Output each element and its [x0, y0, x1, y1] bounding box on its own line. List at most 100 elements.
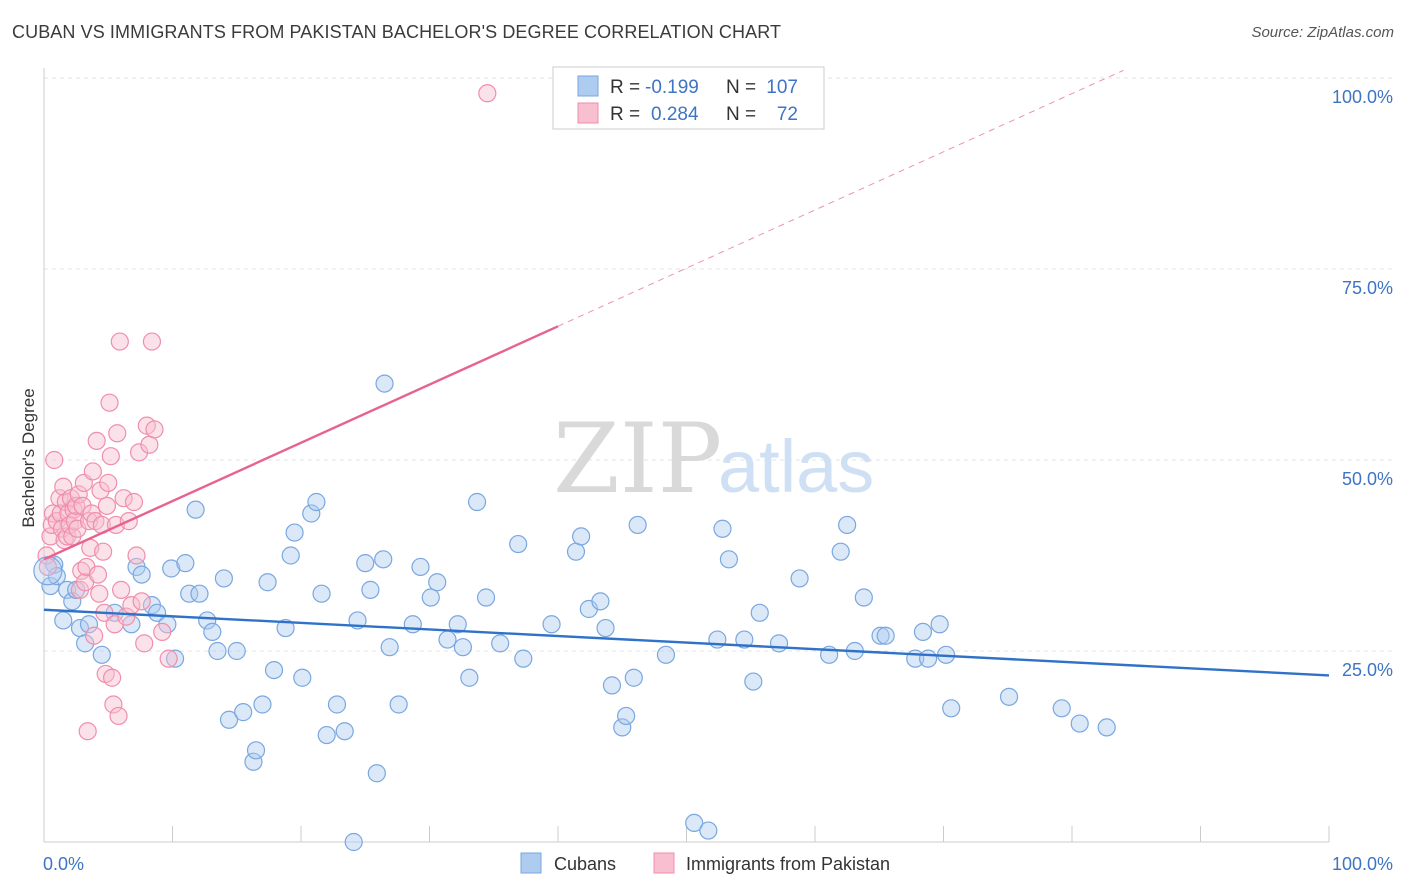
cubans-point-44 [327, 695, 347, 714]
legend-r-label-1: R = [610, 104, 640, 125]
cubans-point-18 [162, 559, 181, 578]
cubans-point-59 [448, 615, 467, 634]
cubans-point-37 [281, 546, 300, 565]
cubans-point-99 [930, 615, 949, 634]
pakistan-point-64 [135, 634, 154, 653]
cubans-point-25 [203, 622, 222, 642]
cubans-point-106 [375, 374, 394, 393]
pakistan-point-53 [109, 706, 128, 726]
legend-box: R = -0.199 N = 107 R = 0.284 N = 72 [552, 66, 825, 130]
cubans-point-30 [234, 703, 253, 722]
legend-swatch-pakistan [577, 102, 599, 124]
pakistan-trend-extension [557, 69, 1124, 327]
cubans-point-49 [361, 580, 380, 599]
chart-title: CUBAN VS IMMIGRANTS FROM PAKISTAN BACHEL… [12, 22, 782, 42]
pakistan-point-60 [124, 492, 144, 512]
pakistan-point-56 [114, 489, 133, 508]
x-tick-max: 100.0% [1332, 854, 1393, 874]
cubans-point-20 [176, 554, 195, 573]
cubans-trend-line [43, 608, 1330, 677]
pakistan-point-22 [69, 485, 88, 504]
cubans-point-60 [453, 638, 473, 657]
pakistan-point-33 [83, 462, 102, 481]
cubans-point-48 [356, 554, 375, 573]
legend-r-value-1: 0.284 [651, 104, 699, 125]
bottom-legend-swatch-pakistan [653, 852, 675, 874]
cubans-point-88 [790, 569, 809, 588]
cubans-point-55 [411, 557, 430, 577]
cubans-point-24 [198, 611, 217, 630]
cubans-point-40 [302, 504, 321, 523]
cubans-point-104 [1070, 714, 1089, 733]
cubans-point-94 [871, 626, 890, 645]
pakistan-point-66 [140, 435, 159, 454]
cubans-point-69 [572, 527, 591, 546]
cubans-point-75 [617, 706, 636, 726]
cubans-point-82 [713, 519, 732, 538]
cubans-point-73 [602, 676, 622, 695]
legend-n-value-0: 107 [766, 77, 798, 98]
cubans-point-95 [876, 626, 895, 645]
legend-n-label-0: N = [726, 77, 756, 98]
cubans-point-87 [769, 634, 789, 653]
cubans-point-22 [186, 500, 205, 519]
y-tick-label-2: 50.0% [1342, 469, 1393, 489]
cubans-point-101 [942, 699, 961, 718]
cubans-point-23 [190, 584, 209, 603]
pakistan-point-70 [159, 649, 178, 668]
cubans-point-39 [293, 668, 312, 687]
cubans-point-36 [276, 618, 295, 638]
gridlines [44, 77, 1393, 652]
cubans-point-102 [999, 687, 1019, 706]
axes [43, 68, 1330, 843]
cubans-point-67 [542, 615, 561, 634]
legend-n-label-1: N = [726, 104, 756, 125]
cubans-point-27 [214, 569, 233, 588]
y-tick-label-0: 100.0% [1332, 87, 1393, 107]
pakistan-point-71 [478, 84, 497, 103]
y-axis-label: Bachelor's Degree [19, 388, 38, 527]
y-tick-label-1: 75.0% [1342, 278, 1393, 298]
cubans-point-80 [699, 821, 718, 840]
pakistan-point-47 [101, 447, 120, 466]
pakistan-point-48 [103, 668, 122, 687]
cubans-point-58 [438, 630, 457, 649]
pakistan-point-46 [100, 393, 119, 412]
cubans-point-52 [380, 638, 399, 657]
pakistan-point-41 [94, 542, 113, 561]
cubans-point-28 [219, 710, 239, 729]
pakistan-point-62 [129, 443, 149, 462]
cubans-point-33 [253, 695, 272, 714]
cubans-point-86 [750, 603, 769, 622]
cubans-point-34 [258, 573, 277, 592]
pakistan-point-44 [97, 496, 117, 515]
pakistan-point-13 [58, 527, 77, 546]
cubans-point-64 [491, 634, 510, 653]
cubans-point-68 [566, 542, 586, 561]
cubans-point-57 [428, 573, 447, 592]
cubans-point-84 [735, 630, 754, 649]
cubans-point-98 [918, 649, 938, 668]
cubans-point-90 [831, 542, 850, 561]
cubans-point-103 [1052, 699, 1071, 718]
cubans-point-50 [367, 764, 386, 783]
cubans-point-19 [165, 649, 185, 668]
pakistan-point-36 [87, 431, 106, 450]
watermark: ZIP atlas [553, 403, 874, 515]
cubans-point-35 [264, 660, 284, 680]
cubans-point-91 [838, 515, 857, 535]
pakistan-point-5 [45, 450, 64, 470]
y-tick-labels: 100.0% 75.0% 50.0% 25.0% [1332, 87, 1393, 680]
cubans-point-43 [317, 725, 336, 745]
legend-r-label-0: R = [610, 77, 640, 98]
cubans-point-29 [227, 641, 246, 661]
cubans-point-63 [476, 588, 496, 607]
cubans-point-45 [335, 722, 354, 741]
cubans-point-77 [628, 515, 647, 535]
bottom-legend: Cubans Immigrants from Pakistan [520, 852, 890, 874]
pakistan-point-52 [108, 424, 127, 443]
data-points [33, 84, 1116, 852]
pakistan-point-20 [67, 496, 86, 515]
cubans-point-16 [147, 603, 167, 622]
trend-lines [43, 69, 1330, 677]
